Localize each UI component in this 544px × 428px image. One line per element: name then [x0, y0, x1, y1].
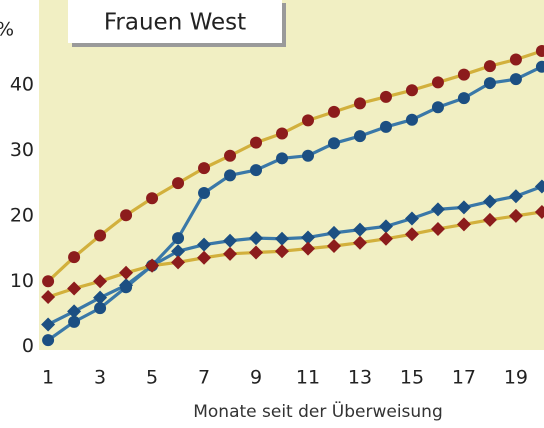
- marker: [67, 281, 82, 296]
- marker: [508, 208, 523, 223]
- marker: [302, 149, 315, 162]
- marker: [353, 130, 366, 143]
- marker: [456, 200, 471, 215]
- marker: [120, 209, 133, 222]
- marker: [378, 219, 393, 234]
- marker: [68, 251, 81, 264]
- marker: [93, 274, 108, 289]
- marker: [404, 227, 419, 242]
- y-axis-label: %: [0, 19, 14, 41]
- marker: [250, 164, 263, 177]
- marker: [483, 77, 496, 90]
- x-tick-label: 9: [250, 367, 262, 389]
- marker: [171, 255, 186, 270]
- marker: [483, 60, 496, 73]
- title-box: [68, 0, 282, 43]
- marker: [431, 101, 444, 114]
- marker: [249, 245, 264, 260]
- marker: [535, 60, 544, 73]
- marker: [172, 177, 185, 190]
- marker: [198, 162, 211, 175]
- marker: [534, 204, 544, 219]
- marker: [275, 231, 290, 246]
- x-tick-label: 1: [42, 367, 54, 389]
- marker: [379, 90, 392, 103]
- marker: [534, 179, 544, 194]
- y-tick-label: 30: [10, 139, 34, 161]
- marker: [250, 136, 263, 149]
- x-axis-label: Monate seit der Überweisung: [193, 400, 443, 422]
- x-tick-label: 17: [452, 367, 476, 389]
- marker: [119, 265, 134, 280]
- marker: [94, 302, 107, 315]
- marker: [509, 53, 522, 66]
- marker: [41, 290, 56, 305]
- marker: [172, 232, 185, 245]
- marker: [431, 76, 444, 89]
- marker: [146, 192, 159, 205]
- marker: [93, 290, 108, 305]
- x-tick-label: 15: [400, 367, 424, 389]
- marker: [223, 246, 238, 261]
- marker: [119, 278, 134, 293]
- y-tick-label: 10: [10, 270, 34, 292]
- marker: [198, 186, 211, 199]
- marker: [67, 304, 82, 319]
- marker: [404, 211, 419, 226]
- marker: [326, 238, 341, 253]
- marker: [352, 222, 367, 237]
- marker: [276, 127, 289, 140]
- marker: [378, 231, 393, 246]
- x-tick-label: 3: [94, 367, 106, 389]
- y-tick-label: 40: [10, 74, 34, 96]
- marker: [302, 114, 315, 127]
- marker: [405, 84, 418, 97]
- marker: [275, 244, 290, 259]
- marker: [456, 217, 471, 232]
- marker: [482, 194, 497, 209]
- marker: [482, 212, 497, 227]
- marker: [68, 315, 81, 328]
- marker: [327, 105, 340, 118]
- marker: [171, 244, 186, 259]
- x-tick-label: 11: [296, 367, 320, 389]
- marker: [41, 317, 56, 332]
- marker: [405, 113, 418, 126]
- marker: [224, 149, 237, 162]
- marker: [197, 237, 212, 252]
- y-tick-label: 0: [22, 335, 34, 357]
- marker: [145, 258, 160, 273]
- marker: [327, 137, 340, 150]
- marker: [42, 334, 55, 347]
- marker: [224, 169, 237, 182]
- marker: [301, 241, 316, 256]
- marker: [379, 120, 392, 133]
- marker: [535, 45, 544, 58]
- marker: [430, 221, 445, 236]
- marker: [509, 73, 522, 86]
- marker: [326, 225, 341, 240]
- marker: [352, 235, 367, 250]
- marker: [457, 92, 470, 105]
- marker: [223, 233, 238, 248]
- marker: [197, 250, 212, 265]
- marker: [249, 231, 264, 246]
- marker: [508, 189, 523, 204]
- chart-title: Frauen West: [104, 10, 246, 36]
- marker: [353, 97, 366, 110]
- marker: [276, 152, 289, 165]
- marker: [94, 229, 107, 242]
- marker: [457, 68, 470, 81]
- x-tick-label: 5: [146, 367, 158, 389]
- x-tick-label: 7: [198, 367, 210, 389]
- marker: [42, 275, 55, 288]
- x-tick-label: 13: [348, 367, 372, 389]
- marker: [430, 202, 445, 217]
- series-layer: [41, 45, 544, 347]
- marker: [301, 230, 316, 245]
- y-tick-label: 20: [10, 204, 34, 226]
- x-tick-label: 19: [504, 367, 528, 389]
